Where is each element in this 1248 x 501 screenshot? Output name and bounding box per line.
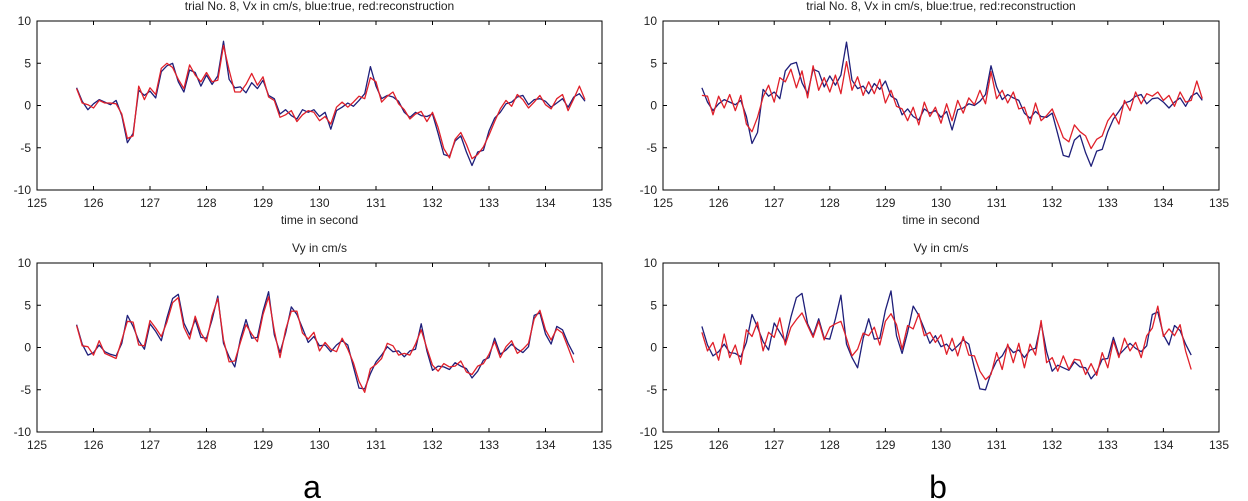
- panel-label-b: b: [929, 469, 947, 501]
- x-tick-label: 135: [1209, 196, 1229, 210]
- x-tick-label: 127: [764, 438, 784, 452]
- plot-frame: [662, 262, 1220, 433]
- series-reconstruction-line: [75, 44, 586, 160]
- x-tick-label: 129: [253, 438, 273, 452]
- x-tick-label: 130: [931, 196, 951, 210]
- x-tick-label: 127: [140, 196, 160, 210]
- y-tick-label: 10: [18, 256, 32, 270]
- x-axis-label: time in second: [902, 213, 979, 227]
- x-tick-label: 129: [875, 196, 895, 210]
- y-tick-label: 10: [18, 14, 32, 28]
- x-tick-label: 135: [592, 196, 612, 210]
- x-tick-label: 133: [1098, 196, 1118, 210]
- y-tick-label: -5: [646, 383, 657, 397]
- x-tick-label: 131: [366, 196, 386, 210]
- y-tick-label: 10: [644, 256, 658, 270]
- series-reconstruction-line: [75, 296, 575, 393]
- chart-b-vx: trial No. 8, Vx in cm/s, blue:true, red:…: [640, 0, 1230, 227]
- x-tick-label: 129: [253, 196, 273, 210]
- x-tick-label: 128: [196, 196, 216, 210]
- y-tick-label: -5: [20, 383, 31, 397]
- x-tick-label: 125: [27, 196, 47, 210]
- y-tick-label: -10: [14, 425, 32, 439]
- x-tick-label: 128: [820, 438, 840, 452]
- x-tick-label: 128: [820, 196, 840, 210]
- chart-title: trial No. 8, Vx in cm/s, blue:true, red:…: [185, 0, 454, 13]
- chart-title: Vy in cm/s: [914, 241, 969, 255]
- y-tick-label: -10: [640, 425, 658, 439]
- panel-label-a: a: [303, 469, 321, 501]
- chart-title: Vy in cm/s: [292, 241, 347, 255]
- x-tick-label: 132: [1042, 196, 1062, 210]
- series-true-line: [701, 41, 1203, 167]
- x-tick-label: 128: [196, 438, 216, 452]
- x-tick-label: 135: [1209, 438, 1229, 452]
- x-tick-label: 132: [1042, 438, 1062, 452]
- chart-a-vx: trial No. 8, Vx in cm/s, blue:true, red:…: [14, 0, 613, 227]
- x-tick-label: 133: [1098, 438, 1118, 452]
- y-tick-label: -5: [20, 141, 31, 155]
- x-tick-label: 126: [709, 196, 729, 210]
- plot-frame: [36, 262, 603, 433]
- y-tick-label: 0: [24, 341, 31, 355]
- x-tick-label: 130: [309, 196, 329, 210]
- series-reconstruction-line: [701, 305, 1192, 381]
- x-tick-label: 125: [653, 438, 673, 452]
- x-tick-label: 135: [592, 438, 612, 452]
- x-tick-label: 134: [1153, 196, 1173, 210]
- x-tick-label: 126: [83, 196, 103, 210]
- y-tick-label: 5: [650, 298, 657, 312]
- plot-frame: [662, 20, 1220, 191]
- y-tick-label: 0: [650, 341, 657, 355]
- x-tick-label: 131: [987, 196, 1007, 210]
- x-tick-label: 131: [366, 438, 386, 452]
- y-tick-label: 5: [24, 298, 31, 312]
- x-tick-label: 134: [535, 196, 555, 210]
- series-true-line: [75, 291, 575, 390]
- x-tick-label: 127: [140, 438, 160, 452]
- chart-title: trial No. 8, Vx in cm/s, blue:true, red:…: [806, 0, 1075, 13]
- y-tick-label: 5: [650, 56, 657, 70]
- x-tick-label: 125: [27, 438, 47, 452]
- y-tick-label: 5: [24, 56, 31, 70]
- plot-frame: [36, 20, 603, 191]
- x-tick-label: 125: [653, 196, 673, 210]
- x-tick-label: 134: [1153, 438, 1173, 452]
- x-tick-label: 133: [479, 438, 499, 452]
- y-tick-label: -10: [14, 183, 32, 197]
- y-tick-label: -10: [640, 183, 658, 197]
- x-tick-label: 130: [309, 438, 329, 452]
- x-tick-label: 134: [535, 438, 555, 452]
- x-tick-label: 132: [422, 196, 442, 210]
- x-tick-label: 130: [931, 438, 951, 452]
- x-tick-label: 127: [764, 196, 784, 210]
- charts-group: trial No. 8, Vx in cm/s, blue:true, red:…: [14, 0, 1230, 452]
- y-tick-label: -5: [646, 141, 657, 155]
- series-true-line: [701, 290, 1192, 391]
- x-tick-label: 126: [709, 438, 729, 452]
- chart-b-vy: Vy in cm/s 125 126 127 128 129 130 131 132 133 134…: [640, 241, 1230, 452]
- y-tick-label: 0: [650, 99, 657, 113]
- x-tick-label: 132: [422, 438, 442, 452]
- x-tick-label: 126: [83, 438, 103, 452]
- y-tick-label: 0: [24, 99, 31, 113]
- x-tick-label: 129: [875, 438, 895, 452]
- x-tick-label: 133: [479, 196, 499, 210]
- chart-a-vy: Vy in cm/s 125 126 127 128 129 130 131 132 133 134…: [14, 241, 613, 452]
- y-tick-label: 10: [644, 14, 658, 28]
- x-axis-label: time in second: [281, 213, 358, 227]
- series-reconstruction-line: [701, 60, 1203, 150]
- series-true-line: [75, 40, 586, 167]
- x-tick-label: 131: [987, 438, 1007, 452]
